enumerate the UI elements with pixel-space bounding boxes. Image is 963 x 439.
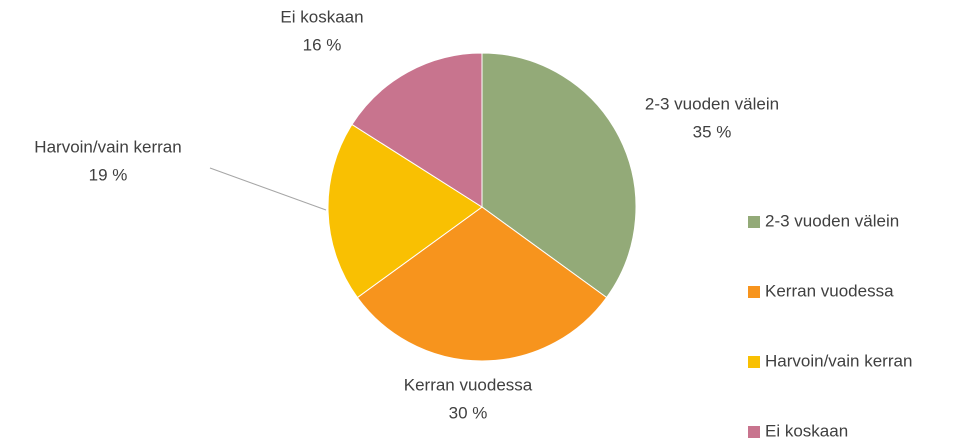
pie-slice xyxy=(327,123,483,299)
legend-label: Kerran vuodessa xyxy=(765,281,894,300)
legend-swatch xyxy=(748,286,760,298)
legend-label: Harvoin/vain kerran xyxy=(765,351,912,370)
legend-swatch xyxy=(748,426,760,438)
pie-slice xyxy=(481,52,637,299)
leader-line xyxy=(209,167,327,211)
pie-slice xyxy=(351,52,483,208)
legend-swatch xyxy=(748,216,760,228)
slice-label: Ei koskaan xyxy=(280,7,363,26)
slice-label: Harvoin/vain kerran xyxy=(34,137,181,156)
slice-value-label: 30 % xyxy=(449,403,488,422)
slice-value-label: 19 % xyxy=(89,165,128,184)
slice-value-label: 35 % xyxy=(693,122,732,141)
legend-swatch xyxy=(748,356,760,368)
slice-label: 2-3 vuoden välein xyxy=(645,94,779,113)
pie-slice xyxy=(356,206,608,362)
legend-label: 2-3 vuoden välein xyxy=(765,211,899,230)
slice-value-label: 16 % xyxy=(303,35,342,54)
slice-label: Kerran vuodessa xyxy=(404,375,533,394)
legend-label: Ei koskaan xyxy=(765,421,848,439)
